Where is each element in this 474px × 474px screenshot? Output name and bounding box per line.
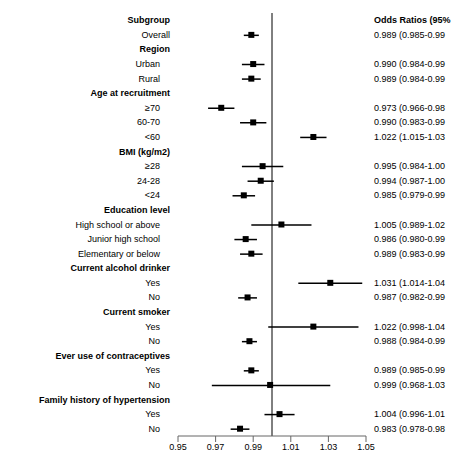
svg-text:Region: Region (140, 44, 171, 54)
svg-text:1.03: 1.03 (320, 442, 338, 452)
svg-text:1.05: 1.05 (357, 442, 375, 452)
svg-text:0.999 (0.968-1.03: 0.999 (0.968-1.03 (374, 380, 445, 390)
svg-text:24-28: 24-28 (137, 176, 160, 186)
svg-text:Yes: Yes (145, 322, 160, 332)
svg-text:No: No (148, 292, 160, 302)
svg-text:Urban: Urban (135, 59, 160, 69)
svg-text:0.987 (0.982-0.99: 0.987 (0.982-0.99 (374, 292, 445, 302)
svg-text:No: No (148, 336, 160, 346)
svg-text:0.986 (0.980-0.99: 0.986 (0.980-0.99 (374, 234, 445, 244)
svg-text:Junior high school: Junior high school (87, 234, 160, 244)
svg-text:0.995 (0.984-1.00: 0.995 (0.984-1.00 (374, 161, 445, 171)
svg-text:No: No (148, 380, 160, 390)
svg-text:Education level: Education level (104, 205, 170, 215)
svg-text:1.031 (1.014-1.04: 1.031 (1.014-1.04 (374, 278, 445, 288)
svg-text:0.988 (0.984-0.99: 0.988 (0.984-0.99 (374, 336, 445, 346)
svg-text:1.01: 1.01 (282, 442, 300, 452)
svg-text:0.99: 0.99 (244, 442, 262, 452)
svg-text:Rural: Rural (138, 74, 160, 84)
svg-text:1.022 (1.015-1.03: 1.022 (1.015-1.03 (374, 132, 445, 142)
svg-text:<60: <60 (145, 132, 160, 142)
svg-text:0.989 (0.983-0.99: 0.989 (0.983-0.99 (374, 249, 445, 259)
svg-text:0.990 (0.983-0.99: 0.990 (0.983-0.99 (374, 117, 445, 127)
svg-text:1.022 (0.998-1.04: 1.022 (0.998-1.04 (374, 322, 445, 332)
svg-text:0.989 (0.985-0.99: 0.989 (0.985-0.99 (374, 365, 445, 375)
svg-text:BMI (kg/m2): BMI (kg/m2) (119, 147, 170, 157)
svg-text:≥28: ≥28 (145, 161, 160, 171)
svg-text:0.985 (0.979-0.99: 0.985 (0.979-0.99 (374, 190, 445, 200)
svg-text:0.989 (0.985-0.99: 0.989 (0.985-0.99 (374, 30, 445, 40)
svg-text:0.990 (0.984-0.99: 0.990 (0.984-0.99 (374, 59, 445, 69)
svg-text:Elementary or below: Elementary or below (78, 249, 161, 259)
svg-text:Odds Ratios (95%: Odds Ratios (95% (374, 15, 451, 25)
svg-text:1.004 (0.996-1.01: 1.004 (0.996-1.01 (374, 409, 445, 419)
svg-text:0.973 (0.966-0.98: 0.973 (0.966-0.98 (374, 103, 445, 113)
svg-text:Current alcohol drinker: Current alcohol drinker (70, 263, 170, 273)
svg-text:<24: <24 (145, 190, 160, 200)
svg-text:Age at recruitment: Age at recruitment (90, 88, 170, 98)
svg-text:0.994 (0.987-1.00: 0.994 (0.987-1.00 (374, 176, 445, 186)
svg-text:Yes: Yes (145, 278, 160, 288)
svg-text:Ever use of contraceptives: Ever use of contraceptives (55, 351, 170, 361)
svg-text:Overall: Overall (141, 30, 170, 40)
svg-text:Family history of hypertension: Family history of hypertension (39, 395, 170, 405)
svg-text:60-70: 60-70 (137, 117, 160, 127)
svg-text:0.95: 0.95 (169, 442, 187, 452)
svg-text:≥70: ≥70 (145, 103, 160, 113)
svg-text:1.005 (0.989-1.02: 1.005 (0.989-1.02 (374, 220, 445, 230)
svg-text:Subgroup: Subgroup (128, 15, 171, 25)
svg-text:0.989 (0.984-0.99: 0.989 (0.984-0.99 (374, 74, 445, 84)
svg-text:Current smoker: Current smoker (103, 307, 171, 317)
svg-text:0.983 (0.978-0.98: 0.983 (0.978-0.98 (374, 424, 445, 434)
svg-text:No: No (148, 424, 160, 434)
svg-text:Yes: Yes (145, 409, 160, 419)
svg-text:Yes: Yes (145, 365, 160, 375)
svg-text:High school or above: High school or above (75, 220, 160, 230)
svg-text:0.97: 0.97 (207, 442, 225, 452)
